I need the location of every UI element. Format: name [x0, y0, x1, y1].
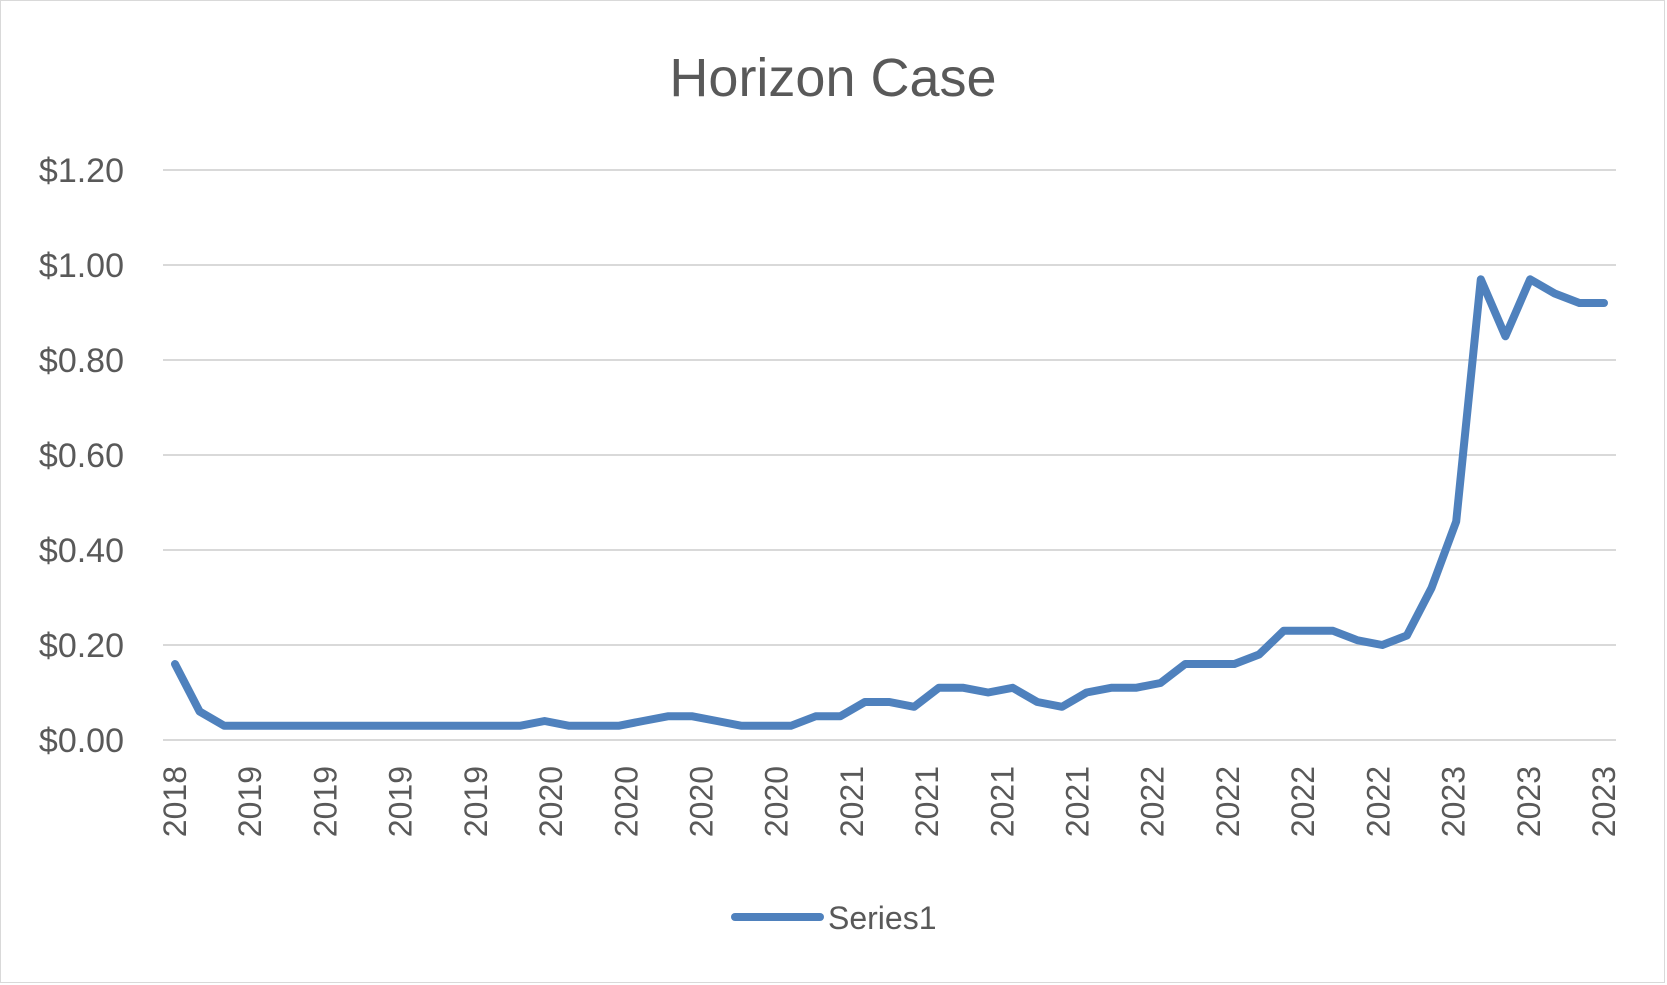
x-tick-label: 2022	[1210, 766, 1246, 837]
y-tick-label: $1.20	[39, 152, 124, 190]
x-tick-label: 2019	[232, 766, 268, 837]
x-tick-label: 2020	[533, 766, 569, 837]
series-line-1	[171, 275, 1608, 730]
x-tick-label: 2019	[458, 766, 494, 837]
x-tick-label: 2019	[307, 766, 343, 837]
y-tick-label: $0.60	[39, 437, 124, 475]
x-tick-label: 2020	[759, 766, 795, 837]
chart-title: Horizon Case	[669, 48, 996, 108]
y-tick-label: $1.00	[39, 247, 124, 285]
x-tick-label: 2021	[834, 766, 870, 837]
x-tick-label: 2020	[608, 766, 644, 837]
x-tick-label: 2023	[1586, 766, 1622, 837]
x-tick-label: 2022	[1285, 766, 1321, 837]
x-axis-tick-labels: 2018 2019 2019 2019 2019 2020 2020 2020 2020 2021…	[157, 766, 1622, 837]
x-tick-label: 2021	[1060, 766, 1096, 837]
legend: Series1	[731, 900, 937, 936]
y-tick-label: $0.80	[39, 342, 124, 380]
series-group	[171, 275, 1608, 730]
legend-label-series1: Series1	[828, 900, 937, 936]
y-tick-label: $0.00	[39, 722, 124, 760]
y-axis-tick-labels: $0.00 $0.20 $0.40 $0.60 $0.80 $1.00 $1.20	[39, 152, 124, 760]
y-tick-label: $0.20	[39, 627, 124, 665]
x-tick-label: 2021	[984, 766, 1020, 837]
gridlines	[163, 169, 1616, 741]
x-tick-label: 2022	[1135, 766, 1171, 837]
x-tick-label: 2023	[1436, 766, 1472, 837]
x-tick-label: 2020	[683, 766, 719, 837]
x-tick-label: 2018	[157, 766, 193, 837]
x-tick-label: 2022	[1360, 766, 1396, 837]
y-tick-label: $0.40	[39, 532, 124, 570]
x-tick-label: 2021	[909, 766, 945, 837]
x-tick-label: 2023	[1511, 766, 1547, 837]
x-tick-label: 2019	[383, 766, 419, 837]
